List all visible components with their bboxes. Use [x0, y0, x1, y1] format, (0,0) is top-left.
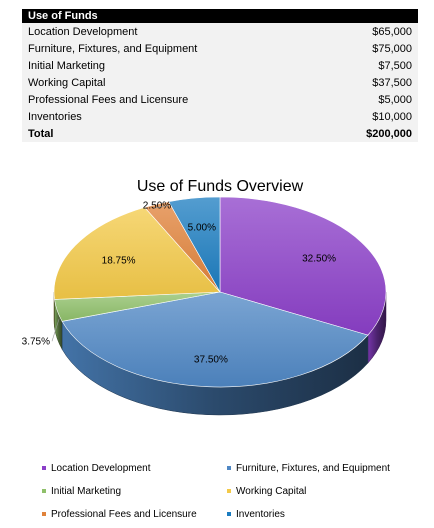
legend-swatch-3 — [227, 489, 231, 493]
legend-label-2: Initial Marketing — [51, 486, 121, 497]
use-of-funds-pie-chart: Use of Funds Overview 32.50% 37.50% 3.75% 1… — [22, 178, 391, 520]
table-row: Professional Fees and Licensure $5,000 — [22, 91, 419, 108]
table-row: Working Capital $37,500 — [22, 74, 419, 91]
slice-label-4: 2.50% — [143, 200, 171, 211]
slice-label-1: 37.50% — [194, 354, 228, 365]
table-body: Location Development $65,000 Furniture, Fi… — [22, 23, 419, 142]
row-label: Working Capital — [22, 74, 322, 91]
total-amount: $200,000 — [322, 125, 419, 142]
row-amount: $5,000 — [322, 91, 419, 108]
legend-swatch-1 — [227, 466, 231, 470]
legend-label-3: Working Capital — [236, 486, 306, 497]
use-of-funds-table: Use of Funds Location Development $65,000… — [22, 9, 419, 142]
table-total-row: Total $200,000 — [22, 125, 419, 142]
leader-line-4 — [154, 205, 170, 209]
table-header-row: Use of Funds — [22, 9, 419, 23]
legend-label-1: Furniture, Fixtures, and Equipment — [236, 463, 390, 474]
row-label: Inventories — [22, 108, 322, 125]
row-amount: $37,500 — [322, 74, 419, 91]
legend-swatch-0 — [42, 466, 46, 470]
pie-slice-1 — [61, 291, 369, 388]
row-label: Location Development — [22, 23, 322, 40]
row-amount: $7,500 — [322, 57, 419, 74]
table-header: Use of Funds — [22, 9, 419, 23]
total-label: Total — [22, 125, 322, 142]
slice-label-5: 5.00% — [188, 222, 216, 233]
slice-label-0: 32.50% — [302, 253, 336, 264]
legend-swatch-5 — [227, 512, 231, 516]
legend-label-0: Location Development — [51, 463, 151, 474]
row-amount: $75,000 — [322, 40, 419, 57]
slice-label-3: 18.75% — [102, 256, 136, 267]
pie-slice-3 — [53, 207, 221, 300]
row-label: Initial Marketing — [22, 57, 322, 74]
leader-line-2 — [51, 318, 60, 342]
chart-title: Use of Funds Overview — [137, 178, 304, 195]
pie-slice-0 — [219, 196, 387, 336]
legend-label-5: Inventories — [236, 509, 285, 520]
table-row: Location Development $65,000 — [22, 23, 419, 40]
legend-swatch-2 — [42, 489, 46, 493]
table-row: Furniture, Fixtures, and Equipment $75,00… — [22, 40, 419, 57]
pie-slice-5 — [168, 196, 221, 294]
table-row: Inventories $10,000 — [22, 108, 419, 125]
row-amount: $10,000 — [322, 108, 419, 125]
row-label: Professional Fees and Licensure — [22, 91, 322, 108]
slice-label-2: 3.75% — [22, 336, 50, 347]
legend-label-4: Professional Fees and Licensure — [51, 509, 197, 520]
row-label: Furniture, Fixtures, and Equipment — [22, 40, 322, 57]
row-amount: $65,000 — [322, 23, 419, 40]
legend-swatch-4 — [42, 512, 46, 516]
table-row: Initial Marketing $7,500 — [22, 57, 419, 74]
